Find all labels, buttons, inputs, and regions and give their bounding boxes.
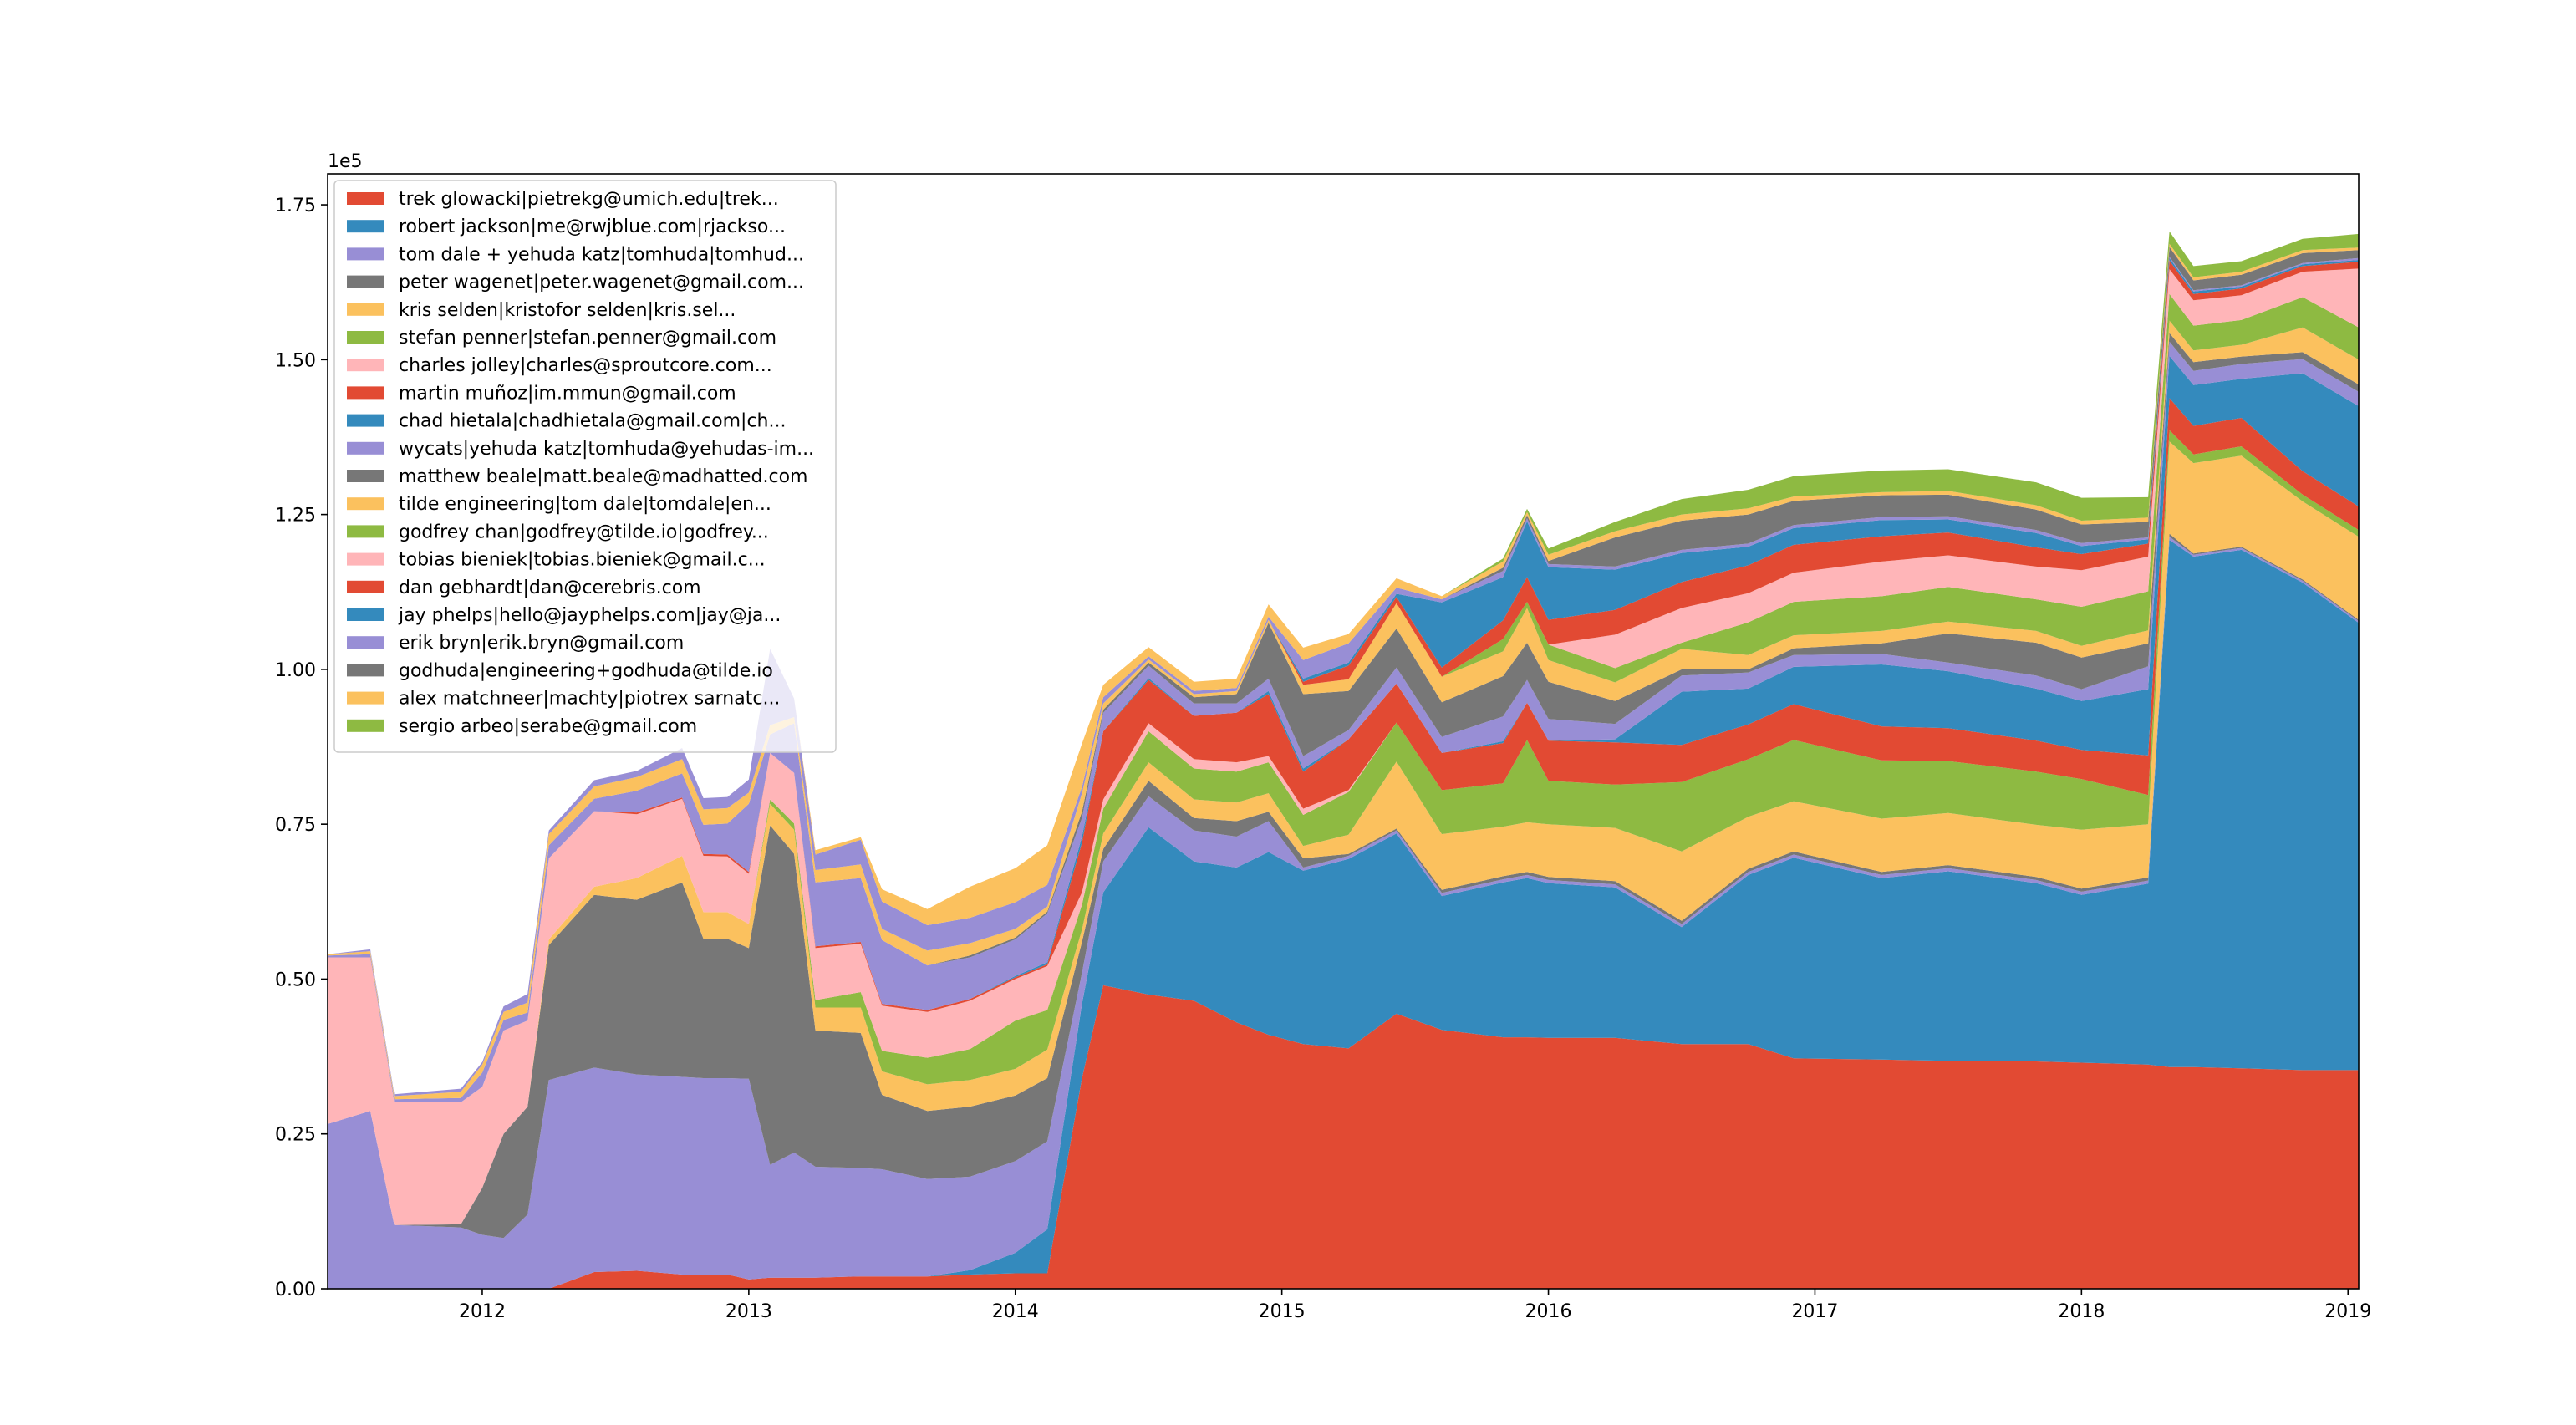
legend-swatch xyxy=(347,497,384,511)
legend-label: charles jolley|charles@sproutcore.com... xyxy=(399,355,772,376)
legend-label: wycats|yehuda katz|tomhuda@yehudas-im... xyxy=(399,439,814,460)
legend-swatch xyxy=(347,525,384,538)
area-series-3 xyxy=(328,533,2359,1239)
legend-swatch xyxy=(347,580,384,593)
legend-label: jay phelps|hello@jayphelps.com|jay@ja... xyxy=(398,605,781,626)
plot-frame xyxy=(327,173,2360,1290)
area-layers xyxy=(328,231,2359,1289)
y-tick-label: 0.50 xyxy=(275,970,316,990)
legend-swatch xyxy=(347,359,384,372)
legend-entry: kris selden|kristofor selden|kris.sel... xyxy=(347,300,736,321)
x-tick-label: 2017 xyxy=(1791,1301,1838,1322)
legend-entry: wycats|yehuda katz|tomhuda@yehudas-im... xyxy=(347,439,814,460)
legend-swatch xyxy=(347,303,384,316)
legend-swatch xyxy=(347,664,384,677)
x-tick-label: 2016 xyxy=(1525,1301,1572,1322)
x-axis: 2012 2013 2014 2015 2016 2017 2018 2019 xyxy=(459,1289,2371,1322)
legend-entry: stefan penner|stefan.penner@gmail.com xyxy=(347,328,776,349)
x-tick-label: 2019 xyxy=(2324,1301,2371,1322)
legend-swatch xyxy=(347,719,384,732)
legend-swatch xyxy=(347,470,384,482)
area-series-14 xyxy=(328,260,2359,1097)
legend-label: martin muñoz|im.mmun@gmail.com xyxy=(399,383,736,404)
legend: trek glowacki|pietrekg@umich.edu|trek...… xyxy=(333,180,837,753)
area-series-7 xyxy=(328,398,2359,1102)
legend-entry: dan gebhardt|dan@cerebris.com xyxy=(347,578,701,598)
legend-label: alex matchneer|machty|piotrex sarnatc... xyxy=(399,689,780,710)
x-tick-label: 2012 xyxy=(459,1301,506,1322)
legend-label: godfrey chan|godfrey@tilde.io|godfrey... xyxy=(399,522,769,542)
legend-label: chad hietala|chadhietala@gmail.com|ch... xyxy=(399,411,786,432)
legend-swatch xyxy=(347,275,384,288)
legend-entry: tobias bieniek|tobias.bieniek@gmail.c... xyxy=(347,550,766,571)
y-tick-label: 0.75 xyxy=(275,815,316,836)
legend-entry: godfrey chan|godfrey@tilde.io|godfrey... xyxy=(347,522,769,542)
y-tick-label: 0.00 xyxy=(275,1280,316,1300)
legend-entry: alex matchneer|machty|piotrex sarnatc... xyxy=(347,689,780,710)
x-tick-label: 2013 xyxy=(725,1301,772,1322)
legend-swatch xyxy=(347,608,384,621)
legend-swatch xyxy=(347,331,384,344)
legend-swatch xyxy=(347,691,384,705)
legend-label: tom dale + yehuda katz|tomhuda|tomhud... xyxy=(399,244,804,265)
legend-entry: tom dale + yehuda katz|tomhuda|tomhud... xyxy=(347,244,804,265)
y-tick-label: 1.50 xyxy=(275,350,316,371)
legend-swatch xyxy=(347,220,384,233)
area-series-0 xyxy=(328,985,2359,1289)
area-series-10 xyxy=(328,333,2359,1100)
y-tick-label: 1.25 xyxy=(275,506,316,527)
legend-label: dan gebhardt|dan@cerebris.com xyxy=(399,578,701,598)
area-series-2 xyxy=(328,537,2359,1289)
area-series-9 xyxy=(328,341,2359,1102)
legend-entry: sergio arbeo|serabe@gmail.com xyxy=(347,716,697,737)
area-series-4 xyxy=(328,441,2359,1225)
x-tick-label: 2015 xyxy=(1259,1301,1306,1322)
legend-label: godhuda|engineering+godhuda@tilde.io xyxy=(399,660,773,681)
legend-label: stefan penner|stefan.penner@gmail.com xyxy=(399,328,776,349)
legend-entry: godhuda|engineering+godhuda@tilde.io xyxy=(347,660,773,681)
legend-label: peter wagenet|peter.wagenet@gmail.com... xyxy=(399,272,804,293)
area-series-5 xyxy=(328,430,2359,1225)
legend-entry: peter wagenet|peter.wagenet@gmail.com... xyxy=(347,272,804,293)
legend-swatch xyxy=(347,636,384,649)
legend-label: robert jackson|me@rwjblue.com|rjackso... xyxy=(399,216,786,237)
legend-label: matthew beale|matt.beale@madhatted.com xyxy=(399,466,808,487)
legend-entry: chad hietala|chadhietala@gmail.com|ch... xyxy=(347,411,786,432)
legend-label: trek glowacki|pietrekg@umich.edu|trek... xyxy=(399,189,779,210)
legend-entry: erik bryn|erik.bryn@gmail.com xyxy=(347,633,684,654)
legend-entry: robert jackson|me@rwjblue.com|rjackso... xyxy=(347,216,786,237)
legend-entry: jay phelps|hello@jayphelps.com|jay@ja... xyxy=(347,605,781,626)
legend-swatch xyxy=(347,386,384,400)
y-tick-label: 1.75 xyxy=(275,196,316,216)
y-offset-label: 1e5 xyxy=(328,151,363,172)
y-tick-label: 1.00 xyxy=(275,660,316,681)
legend-entry: tilde engineering|tom dale|tomdale|en... xyxy=(347,494,771,515)
legend-label: tilde engineering|tom dale|tomdale|en... xyxy=(399,494,771,515)
legend-entry: martin muñoz|im.mmun@gmail.com xyxy=(347,383,736,404)
y-tick-label: 0.25 xyxy=(275,1125,316,1146)
legend-entry: matthew beale|matt.beale@madhatted.com xyxy=(347,466,808,487)
legend-swatch xyxy=(347,441,384,455)
legend-label: kris selden|kristofor selden|kris.sel... xyxy=(399,300,736,321)
area-series-1 xyxy=(328,540,2359,1289)
legend-swatch xyxy=(347,552,384,566)
legend-entry: charles jolley|charles@sproutcore.com... xyxy=(347,355,772,376)
legend-label: sergio arbeo|serabe@gmail.com xyxy=(399,716,697,737)
x-tick-label: 2018 xyxy=(2058,1301,2105,1322)
legend-label: erik bryn|erik.bryn@gmail.com xyxy=(399,633,684,654)
legend-swatch xyxy=(347,247,384,261)
legend-entry: trek glowacki|pietrekg@umich.edu|trek... xyxy=(347,189,779,210)
legend-label: tobias bieniek|tobias.bieniek@gmail.c... xyxy=(399,550,766,571)
y-axis: 0.00 0.25 0.50 0.75 1.00 1.25 1.50 1.75 xyxy=(275,196,328,1300)
legend-swatch xyxy=(347,192,384,205)
legend-swatch xyxy=(347,414,384,427)
legend-frame xyxy=(333,180,837,753)
x-tick-label: 2014 xyxy=(992,1301,1039,1322)
